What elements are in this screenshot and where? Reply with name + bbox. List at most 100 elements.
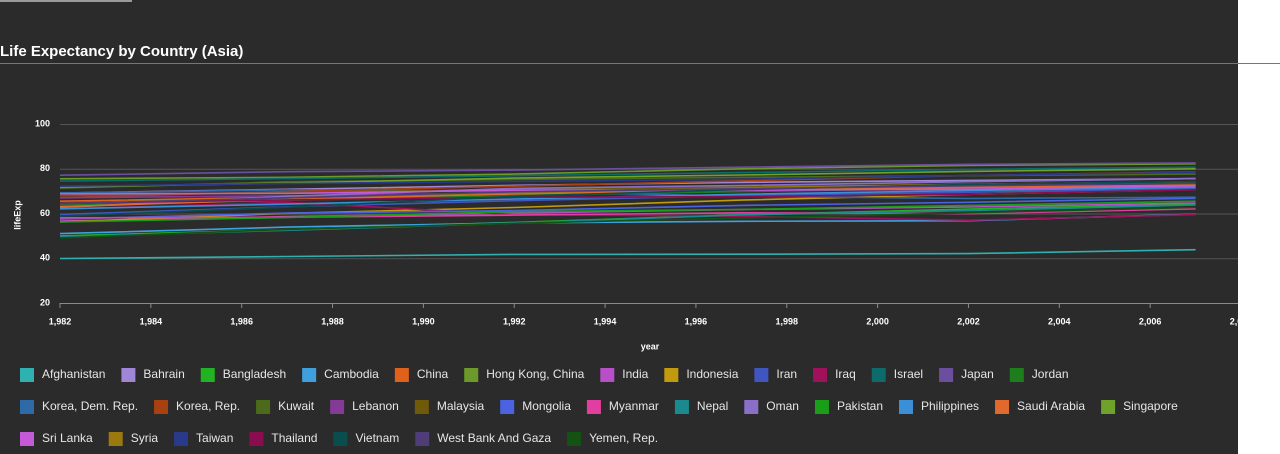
series-line	[59, 163, 1196, 180]
legend-label: Jordan	[1032, 367, 1069, 381]
legend-swatch	[394, 368, 409, 382]
legend-swatch	[500, 400, 515, 414]
legend-swatch	[744, 400, 759, 414]
plot: 20 40 60 80 100 1,982 1,984 1,986 1,988 1,990 1,99…	[20, 118, 1253, 446]
x-tick-label: 2,006	[1139, 316, 1162, 326]
legend-swatch	[939, 368, 954, 382]
series-line	[59, 180, 1196, 217]
legend-label: Nepal	[697, 399, 728, 413]
legend-swatch	[1009, 368, 1024, 382]
legend-swatch	[464, 368, 479, 382]
legend-swatch	[415, 432, 430, 446]
x-tick-label: 1,988	[321, 316, 344, 326]
legend-swatch	[121, 368, 136, 382]
y-tick-label: 60	[40, 208, 50, 218]
legend-label: Philippines	[921, 399, 979, 413]
legend-label: Lebanon	[352, 399, 399, 413]
legend-label: Syria	[131, 431, 159, 445]
legend-label: Bangladesh	[223, 367, 286, 381]
legend-swatch	[899, 400, 913, 414]
legend-swatch	[813, 368, 828, 382]
legend-swatch	[814, 400, 829, 414]
x-tick-label: 1,998	[776, 316, 799, 326]
legend-swatch	[664, 368, 679, 382]
legend-label: China	[417, 367, 449, 381]
legend-swatch	[154, 400, 169, 414]
legend-label: Kuwait	[278, 399, 315, 413]
legend-swatch	[674, 400, 689, 414]
legend-swatch	[302, 368, 317, 382]
series-line	[59, 162, 1196, 176]
legend-label: Japan	[961, 367, 994, 381]
legend-swatch	[567, 432, 582, 446]
series-line	[59, 200, 1196, 223]
legend-swatch	[20, 432, 34, 446]
legend-swatch	[174, 432, 189, 446]
x-tick-label: 1,994	[594, 316, 617, 326]
y-tick-label: 100	[35, 118, 50, 128]
series-line	[59, 197, 1196, 220]
x-tick-label: 2,008	[1230, 316, 1253, 326]
legend-swatch	[249, 432, 264, 446]
legend-swatch	[414, 400, 429, 414]
y-tick-label: 80	[40, 163, 50, 173]
legend-swatch	[871, 368, 886, 382]
legend-label: Saudi Arabia	[1017, 399, 1085, 413]
legend-label: Iran	[776, 367, 797, 381]
legend-swatch	[200, 368, 215, 382]
legend-label: Hong Kong, China	[486, 367, 584, 381]
legend-label: Afghanistan	[42, 367, 105, 381]
x-tick-label: 1,984	[140, 316, 163, 326]
legend-label: Bahrain	[143, 367, 184, 381]
legend-swatch	[20, 400, 34, 414]
legend-swatch	[256, 400, 271, 414]
legend-label: Oman	[766, 399, 799, 413]
legend-label: West Bank And Gaza	[437, 431, 551, 445]
x-tick-label: 2,004	[1048, 316, 1071, 326]
y-tick-label: 20	[40, 297, 50, 307]
x-tick-label: 1,982	[49, 316, 72, 326]
x-tick-label: 1,996	[685, 316, 708, 326]
series-line	[59, 208, 1196, 219]
x-tick-label: 1,992	[503, 316, 526, 326]
legend-label: Malaysia	[437, 399, 485, 413]
legend-swatch	[333, 432, 348, 446]
legend-swatch	[995, 400, 1010, 414]
legend-label: Indonesia	[686, 367, 738, 381]
legend-label: Cambodia	[324, 367, 379, 381]
legend-label: India	[622, 367, 648, 381]
series-line	[59, 201, 1196, 222]
x-tick-label: 1,990	[412, 316, 435, 326]
legend-label: Vietnam	[355, 431, 399, 445]
series-line	[59, 248, 1196, 260]
legend-label: Korea, Rep.	[176, 399, 240, 413]
legend-label: Pakistan	[837, 399, 883, 413]
legend-label: Myanmar	[609, 399, 659, 413]
series-line	[59, 166, 1196, 182]
series-line	[59, 171, 1196, 187]
legend-label: Korea, Dem. Rep.	[42, 399, 138, 413]
x-axis-label: year	[641, 341, 660, 351]
legend-swatch	[600, 368, 615, 382]
y-tick-label: 40	[40, 253, 50, 263]
series-line	[59, 189, 1196, 204]
chart-title: Life Expectancy by Country (Asia)	[0, 43, 243, 60]
x-tick-label: 1,986	[230, 316, 253, 326]
legend-label: Yemen, Rep.	[589, 431, 658, 445]
legend-swatch	[586, 400, 601, 414]
legend-swatch	[330, 400, 345, 414]
legend-swatch	[1101, 400, 1116, 414]
legend-label: Israel	[894, 367, 923, 381]
background	[0, 0, 1238, 454]
legend-swatch	[754, 368, 769, 382]
legend-label: Taiwan	[196, 431, 233, 445]
x-tick-label: 2,002	[957, 316, 980, 326]
legend-swatch	[108, 432, 123, 446]
series-line	[59, 182, 1196, 205]
tab-indicator	[0, 0, 132, 2]
legend-label: Sri Lanka	[42, 431, 93, 445]
legend-label: Singapore	[1123, 399, 1178, 413]
legend-label: Iraq	[835, 367, 856, 381]
